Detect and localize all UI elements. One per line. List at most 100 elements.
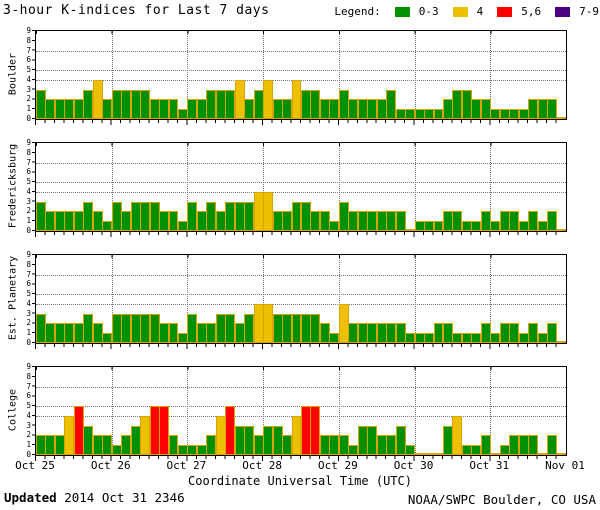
day-tick-marks	[35, 456, 565, 461]
k-bar	[149, 201, 160, 231]
k-bar	[92, 435, 103, 455]
k-bar	[471, 99, 482, 119]
k-bar	[452, 89, 463, 119]
k-bar	[480, 435, 491, 455]
k-bar	[528, 211, 539, 231]
k-bar	[130, 313, 141, 343]
k-bar	[338, 303, 349, 343]
k-bar	[102, 99, 113, 119]
k-bar	[433, 323, 444, 343]
legend-label: Legend:	[334, 5, 381, 18]
k-bar	[234, 323, 245, 343]
k-bar	[386, 89, 397, 119]
x-axis-title: Coordinate Universal Time (UTC)	[188, 474, 412, 488]
vgridline-day	[187, 143, 189, 231]
k-bar	[54, 323, 65, 343]
k-bar	[414, 109, 425, 119]
y-tick-label: 3	[26, 84, 31, 94]
k-bar	[556, 229, 567, 231]
k-bar	[301, 406, 311, 455]
k-bar	[187, 445, 198, 455]
k-bar	[54, 99, 65, 119]
k-bar	[518, 435, 529, 455]
vgridline-day	[111, 31, 113, 119]
y-tick-label: 9	[26, 250, 31, 259]
k-bar	[130, 425, 141, 455]
y-tick-marks	[32, 142, 35, 231]
k-bar	[348, 99, 359, 119]
k-bar	[282, 211, 293, 231]
y-tick-label: 6	[26, 167, 31, 177]
k-bar	[490, 333, 501, 343]
k-bar	[64, 99, 75, 119]
k-bar	[338, 201, 349, 231]
k-bar	[386, 211, 397, 231]
k-bar	[499, 211, 510, 231]
y-tick-label: 8	[26, 371, 31, 381]
k-bar	[187, 313, 198, 343]
k-bar	[111, 201, 122, 231]
updated-timestamp: Updated 2014 Oct 31 2346	[4, 490, 185, 505]
k-bar	[45, 323, 56, 343]
k-bar	[452, 333, 463, 343]
k-bar	[405, 229, 416, 231]
k-bar	[73, 99, 84, 119]
vgridline-day	[187, 31, 189, 119]
k-bar	[414, 333, 425, 343]
k-bar	[196, 323, 207, 343]
k-bar	[272, 211, 283, 231]
day-tick-marks	[35, 232, 565, 237]
y-tick-label: 7	[26, 45, 31, 55]
vgridline-day	[263, 143, 265, 231]
x-axis-label: Oct 31	[469, 459, 510, 472]
k-bar	[159, 323, 169, 343]
y-tick-label: 0	[26, 226, 31, 235]
k-bar	[45, 435, 56, 455]
k-bar	[206, 201, 217, 231]
updated-value: 2014 Oct 31 2346	[56, 490, 185, 505]
k-bar	[310, 211, 321, 231]
k-bar	[111, 89, 122, 119]
k-bar	[537, 453, 548, 455]
top-tick-marks	[36, 31, 566, 34]
k-bar	[92, 79, 103, 119]
y-tick-label: 7	[26, 157, 31, 167]
k-bar	[452, 211, 463, 231]
k-bar	[140, 313, 151, 343]
k-bar	[547, 435, 558, 455]
k-bar	[64, 211, 75, 231]
k-bar	[102, 221, 113, 231]
y-tick-label: 8	[26, 259, 31, 269]
credit-text: NOAA/SWPC Boulder, CO USA	[407, 492, 596, 507]
top-tick-marks	[36, 367, 566, 370]
vgridline-day	[414, 143, 416, 231]
k-bar	[291, 79, 302, 119]
y-tick-label: 4	[26, 186, 31, 196]
k-bar	[528, 323, 539, 343]
k-bar	[547, 323, 558, 343]
k-bar	[92, 211, 103, 231]
y-tick-marks	[32, 366, 35, 455]
k-bar	[130, 201, 141, 231]
k-bar	[329, 435, 340, 455]
k-bar	[102, 435, 113, 455]
k-bar	[357, 425, 368, 455]
k-bar	[376, 99, 387, 119]
k-bar	[282, 99, 293, 119]
y-tick-label: 3	[26, 308, 31, 318]
k-bar	[556, 341, 567, 343]
k-bar	[234, 201, 245, 231]
k-bar	[490, 109, 501, 119]
k-bar	[518, 221, 529, 231]
vgridline-day	[338, 143, 340, 231]
k-bar	[301, 89, 311, 119]
k-bar	[64, 323, 75, 343]
k-bar	[272, 313, 283, 343]
k-bar	[36, 435, 46, 455]
hgridline-k7	[36, 386, 566, 388]
k-bar	[357, 211, 368, 231]
k-bar	[215, 211, 226, 231]
k-bar	[282, 313, 293, 343]
legend-item-4: 4	[476, 5, 484, 18]
